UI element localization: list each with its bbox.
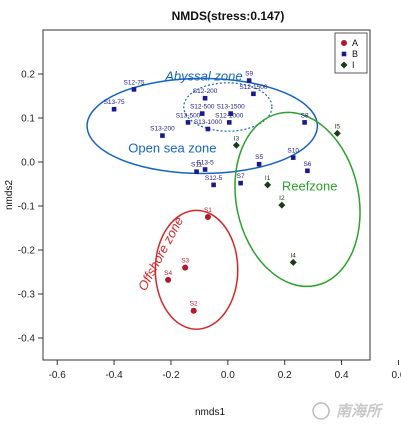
x-tick-label: 0.6 (391, 370, 401, 381)
y-tick-label: -0.2 (18, 246, 36, 257)
zone-ellipse-3 (154, 209, 239, 330)
y-tick-label: -0.3 (18, 290, 36, 301)
legend-marker-a (341, 40, 347, 46)
point-s13-75 (111, 106, 117, 112)
point-label-s12-200: S12-200 (193, 88, 218, 95)
x-axis-title: nmds1 (195, 407, 225, 418)
point-s13-1500 (228, 111, 233, 116)
point-label-s12-500: S12-500 (190, 104, 215, 111)
point-label-s12-1000: S12-1000 (215, 112, 244, 119)
point-s12-500 (199, 111, 205, 116)
watermark-text: 南海所 (336, 402, 384, 420)
x-tick-label: -0.4 (105, 370, 123, 381)
x-tick-label: 0.2 (278, 370, 292, 381)
point-s13-200 (160, 133, 165, 138)
point-label-s12-75: S12-75 (124, 79, 145, 86)
y-tick-label: 0.1 (21, 114, 35, 125)
zone-ellipse-0 (86, 77, 319, 175)
point-label-s5: S5 (255, 154, 263, 161)
x-tick-label: 0.4 (335, 370, 349, 381)
zone-annotation-1: Open sea zone (128, 140, 216, 155)
zone-annotations: Abyssal zone Open sea zone Reefzone Offshor… (128, 69, 337, 294)
point-s5 (256, 161, 262, 167)
point-label-i2: I2 (279, 195, 285, 202)
point-label-s13-5: S13-5 (196, 159, 214, 166)
point-label-s3: S3 (181, 258, 189, 265)
point-i5 (333, 129, 341, 137)
point-label-s9: S9 (245, 71, 253, 78)
watermark-logo-icon (312, 402, 330, 420)
point-label-s13-75: S13-75 (104, 99, 125, 106)
point-label-s13-200: S13-200 (150, 126, 175, 133)
point-label-s11: S11 (191, 162, 202, 169)
point-label-s12-1500: S12-1500 (239, 84, 268, 91)
watermark: 南海所 (312, 402, 384, 420)
point-label-i5: I5 (335, 123, 341, 130)
point-s13-500 (185, 120, 191, 125)
point-s2 (190, 307, 197, 314)
point-s6 (305, 168, 310, 174)
point-label-s1: S1 (204, 207, 212, 214)
point-s9 (246, 78, 252, 83)
point-label-i4: I4 (291, 252, 297, 259)
zone-annotation-3: Offshore zone (135, 214, 187, 293)
data-points: S1 S3 S4 S2 S12-75 S13-75 S9 S12-200 S12-1500 S12… (104, 71, 341, 314)
legend-box (334, 32, 368, 74)
legend-label-a: A (352, 38, 358, 48)
legend-marker-i (340, 61, 348, 69)
point-i1 (264, 181, 272, 189)
zone-ellipses (86, 77, 361, 330)
point-label-s10: S10 (287, 148, 299, 155)
x-tick-label: 0.0 (221, 370, 235, 381)
y-tick-label: -0.1 (18, 202, 36, 213)
point-s8 (302, 120, 307, 125)
point-i4 (289, 258, 297, 266)
point-s12-5 (211, 182, 216, 188)
point-s11 (194, 169, 199, 174)
point-s1 (204, 214, 211, 220)
point-label-s12-5: S12-5 (205, 175, 223, 182)
point-label-s13-500: S13-500 (176, 112, 201, 119)
y-axis: 0.2 0.1 0.0 -0.1 -0.2 -0.3 -0.4 (18, 70, 43, 345)
point-label-i3: I3 (234, 135, 240, 142)
point-label-i1: I1 (265, 175, 271, 182)
point-s10 (290, 155, 296, 160)
point-s7 (238, 180, 243, 186)
x-tick-label: -0.6 (49, 370, 67, 381)
point-label-s8: S8 (301, 112, 309, 119)
point-s12-75 (131, 87, 137, 92)
point-s3 (182, 264, 189, 271)
y-tick-label: 0.0 (21, 158, 35, 169)
point-label-s2: S2 (190, 301, 198, 308)
point-label-s6: S6 (303, 161, 311, 168)
point-s12-200 (202, 95, 208, 101)
point-s12-1000 (226, 120, 232, 125)
chart-title: NMDS(stress:0.147) (172, 9, 285, 23)
point-s12-1500 (251, 91, 256, 97)
legend-label-b: B (352, 49, 358, 59)
legend-marker-b (341, 51, 347, 57)
point-label-s13-1500: S13-1500 (217, 104, 246, 111)
point-s13-5 (202, 167, 208, 172)
point-i3 (232, 141, 240, 149)
zone-ellipse-1 (183, 82, 273, 132)
point-label-s13-1000: S13-1000 (194, 119, 223, 126)
point-s13-1000 (205, 126, 211, 132)
point-label-s4: S4 (164, 270, 172, 277)
zone-annotation-0: Abyssal zone (164, 69, 242, 84)
point-label-s7: S7 (237, 173, 245, 180)
x-axis: -0.6 -0.4 -0.2 0.0 0.2 0.4 0.6 (49, 360, 401, 381)
legend-label-i: I (352, 60, 355, 70)
y-tick-label: -0.4 (18, 334, 36, 345)
point-i2 (278, 201, 286, 209)
y-axis-title: nmds2 (4, 180, 15, 210)
y-tick-label: 0.2 (21, 70, 35, 81)
plot-frame (42, 29, 371, 361)
x-tick-label: -0.2 (162, 370, 180, 381)
legend: ABI (334, 32, 368, 74)
point-s4 (165, 276, 172, 283)
zone-ellipse-2 (234, 111, 361, 288)
zone-annotation-2: Reefzone (282, 179, 338, 194)
